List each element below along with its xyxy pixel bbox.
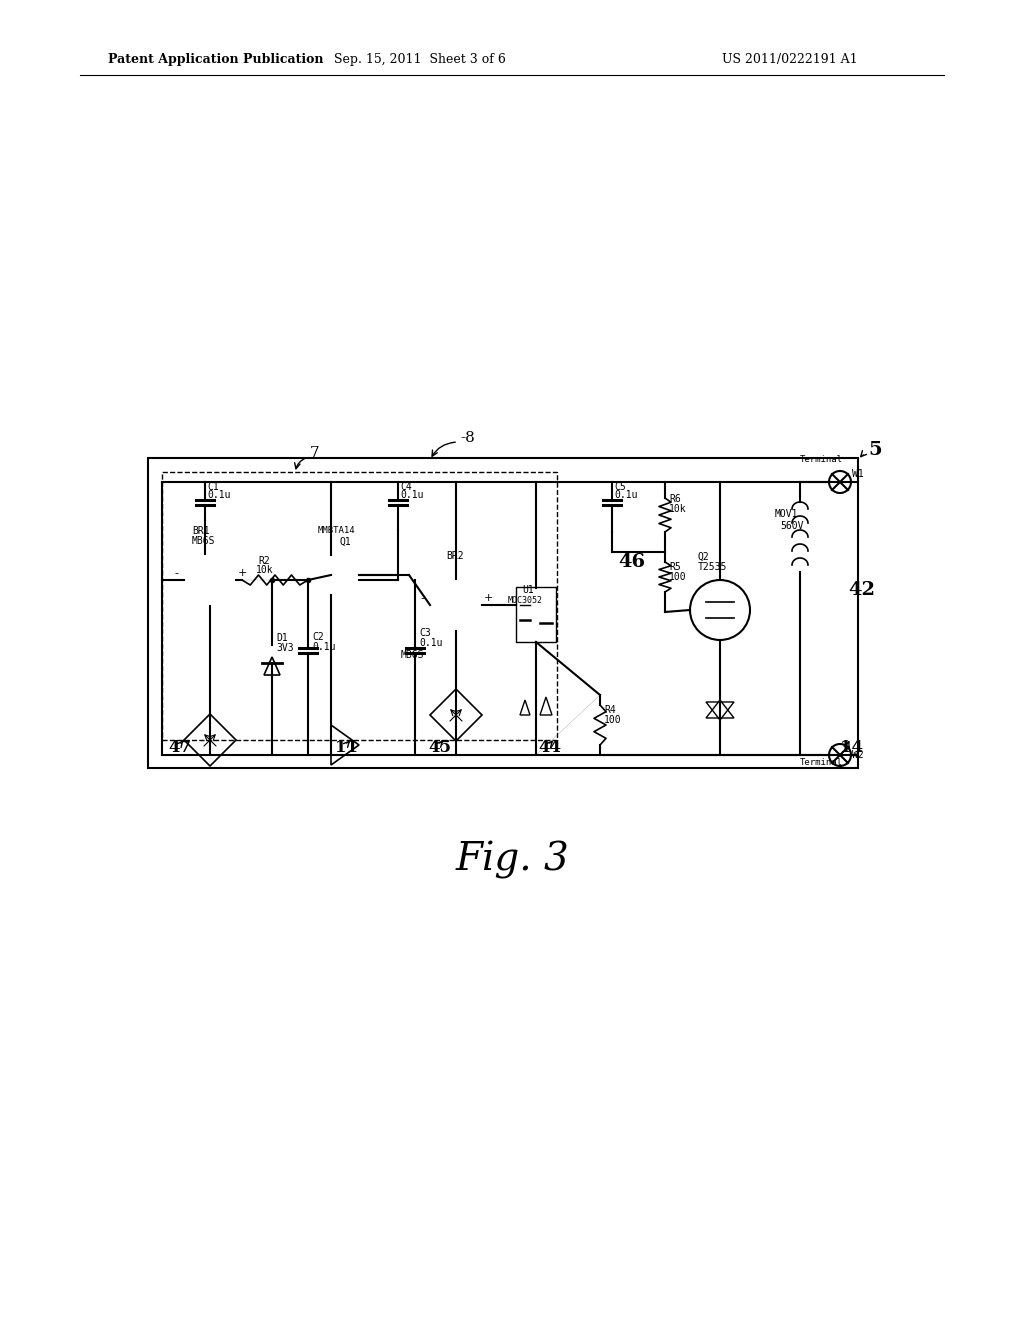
Text: MMBTA14: MMBTA14 [318, 525, 355, 535]
Bar [148, 458, 858, 768]
Bar [516, 587, 556, 642]
Text: US 2011/0222191 A1: US 2011/0222191 A1 [722, 54, 858, 66]
Text: Q1: Q1 [340, 537, 352, 546]
Bar [162, 473, 557, 741]
Text: BR2: BR2 [446, 550, 464, 561]
Text: 42: 42 [848, 581, 874, 599]
Text: 0.1u: 0.1u [614, 490, 638, 500]
Text: Terminal: Terminal [800, 758, 843, 767]
Text: U1: U1 [522, 585, 534, 595]
Text: MB6S: MB6S [401, 649, 425, 660]
Text: 7: 7 [310, 446, 319, 459]
Text: C1: C1 [207, 482, 219, 492]
Text: 14: 14 [840, 739, 863, 756]
Text: Patent Application Publication: Patent Application Publication [108, 54, 324, 66]
Text: 5: 5 [868, 441, 882, 459]
Text: R2: R2 [258, 556, 269, 566]
Text: -: - [174, 568, 178, 578]
Text: MB6S: MB6S [193, 536, 215, 546]
Text: W2: W2 [852, 750, 864, 760]
Text: 45: 45 [428, 739, 451, 756]
Text: 11: 11 [335, 739, 358, 756]
Text: R5: R5 [669, 562, 681, 572]
Text: W1: W1 [852, 469, 864, 479]
Text: 44: 44 [538, 739, 561, 756]
Text: Sep. 15, 2011  Sheet 3 of 6: Sep. 15, 2011 Sheet 3 of 6 [334, 54, 506, 66]
Text: 100: 100 [604, 715, 622, 725]
Text: -8: -8 [460, 432, 475, 445]
Text: 46: 46 [618, 553, 645, 572]
Text: 0.1u: 0.1u [312, 642, 336, 652]
Text: Terminal: Terminal [800, 455, 843, 465]
Text: 560V: 560V [780, 521, 804, 531]
Text: 3V3: 3V3 [276, 643, 294, 653]
Text: C2: C2 [312, 632, 324, 642]
Text: 47: 47 [168, 739, 191, 756]
Text: +: + [484, 593, 494, 603]
Text: D1: D1 [276, 634, 288, 643]
Text: Fig. 3: Fig. 3 [455, 841, 569, 879]
Text: MOC3052: MOC3052 [508, 597, 543, 605]
Text: 100: 100 [669, 572, 687, 582]
Text: 0.1u: 0.1u [207, 490, 230, 500]
Text: C4: C4 [400, 482, 412, 492]
Text: +: + [238, 568, 248, 578]
Text: MOV1: MOV1 [775, 510, 799, 519]
Text: BR1: BR1 [193, 525, 210, 536]
Text: -: - [420, 593, 424, 603]
Text: C5: C5 [614, 482, 626, 492]
Text: 10k: 10k [669, 504, 687, 513]
Text: T2535: T2535 [698, 562, 727, 572]
Text: R6: R6 [669, 494, 681, 504]
Text: 0.1u: 0.1u [419, 638, 442, 648]
Text: Q2: Q2 [698, 552, 710, 562]
Text: 10k: 10k [256, 565, 273, 576]
Text: R4: R4 [604, 705, 615, 715]
Text: 0.1u: 0.1u [400, 490, 424, 500]
Text: C3: C3 [419, 628, 431, 638]
